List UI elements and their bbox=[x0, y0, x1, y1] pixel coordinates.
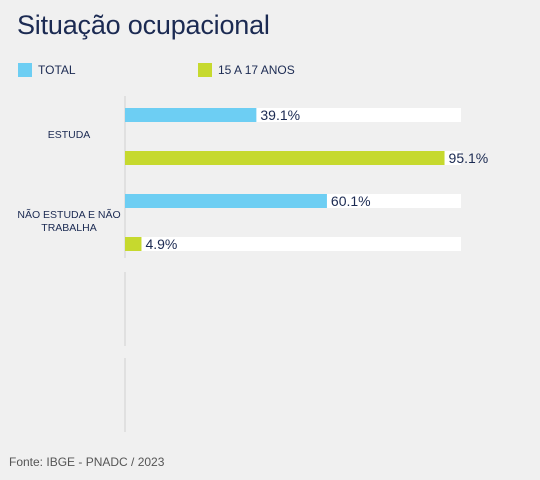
legend-swatch-total bbox=[18, 63, 32, 77]
legend-item-15-17[interactable]: 15 A 17 ANOS bbox=[198, 63, 295, 77]
data-label-estuda-total: 39.1% bbox=[260, 107, 300, 123]
bar-nao-estuda-total bbox=[125, 194, 327, 208]
legend-label-total: TOTAL bbox=[38, 63, 76, 77]
data-label-nao-estuda-total: 60.1% bbox=[331, 193, 371, 209]
bar-nao-estuda-15-17 bbox=[125, 237, 142, 251]
data-label-estuda-15-17: 95.1% bbox=[449, 150, 489, 166]
legend-swatch-15-17 bbox=[198, 63, 212, 77]
chart-title: Situação ocupacional bbox=[17, 10, 270, 40]
bar-estuda-15-17 bbox=[125, 151, 445, 165]
legend-item-total[interactable]: TOTAL bbox=[18, 63, 76, 77]
bar-estuda-total bbox=[125, 108, 257, 122]
data-label-nao-estuda-15-17: 4.9% bbox=[145, 236, 177, 252]
category-label-estuda: ESTUDA bbox=[47, 129, 91, 141]
category-label-nao-estuda: NÃO ESTUDA E NÃO TRABALHA bbox=[17, 209, 121, 234]
source-footer: Fonte: IBGE - PNADC / 2023 bbox=[9, 455, 165, 469]
bar-track-nao-estuda-15-17 bbox=[125, 237, 461, 251]
legend-label-15-17: 15 A 17 ANOS bbox=[218, 63, 295, 77]
